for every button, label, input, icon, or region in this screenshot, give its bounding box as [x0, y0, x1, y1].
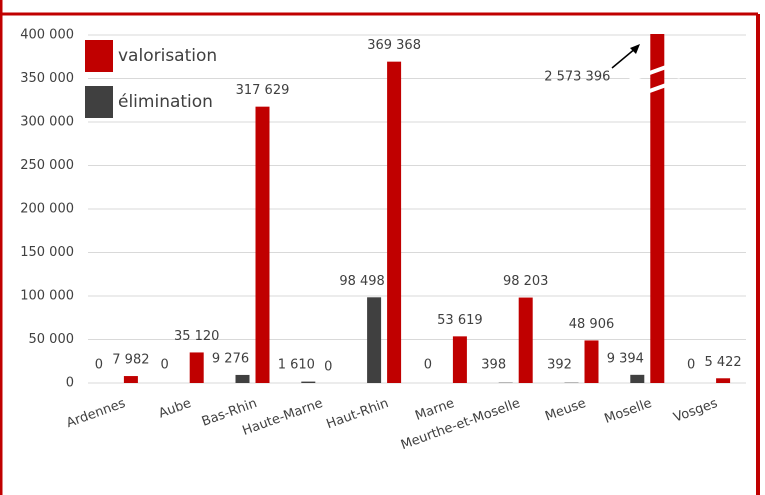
legend-label: élimination [118, 92, 213, 112]
data-label: 392 [547, 358, 572, 373]
bar [630, 374, 645, 383]
overlay [611, 44, 681, 100]
y-tick-label: 350 000 [20, 71, 74, 86]
data-label: 48 906 [569, 317, 615, 332]
bar [387, 61, 402, 383]
axis-break [629, 78, 681, 100]
y-tick-label: 250 000 [20, 158, 74, 173]
bar [123, 376, 138, 383]
data-label: 2 573 396 [544, 70, 610, 85]
bar [716, 378, 731, 383]
bar [452, 336, 467, 383]
data-label: 5 422 [704, 355, 741, 370]
arrow-head [630, 44, 640, 54]
data-label: 98 498 [339, 274, 385, 289]
data-label: 398 [481, 358, 506, 373]
data-label: 0 [424, 358, 432, 373]
data-label: 369 368 [367, 38, 421, 53]
data-label: 9 276 [212, 351, 249, 366]
y-tick-label: 0 [66, 376, 74, 391]
legend-swatch [85, 40, 113, 72]
bar [584, 340, 599, 383]
bar [189, 352, 204, 383]
data-label: 317 629 [236, 83, 290, 98]
y-tick-label: 400 000 [20, 28, 74, 43]
data-label: 0 [161, 358, 169, 373]
bar [235, 374, 250, 383]
y-tick-label: 150 000 [20, 245, 74, 260]
annotation-arrow [611, 47, 637, 69]
data-label: 0 [324, 360, 332, 375]
axis-break [629, 60, 681, 82]
y-tick-label: 200 000 [20, 202, 74, 217]
data-label: 98 203 [503, 274, 549, 289]
legend-label: valorisation [118, 46, 217, 66]
data-label: 35 120 [174, 329, 220, 344]
data-label: 53 619 [437, 313, 483, 328]
data-label: 1 610 [278, 358, 315, 373]
bar [518, 297, 533, 383]
bars [123, 34, 731, 383]
bar [255, 106, 270, 383]
y-tick-label: 300 000 [20, 115, 74, 130]
bar [367, 297, 382, 383]
data-label: 0 [687, 358, 695, 373]
y-tick-label: 50 000 [29, 332, 75, 347]
data-label: 9 394 [607, 351, 644, 366]
y-tick-label: 100 000 [20, 289, 74, 304]
bar [301, 381, 316, 383]
bar [650, 34, 665, 383]
data-label: 7 982 [112, 353, 149, 368]
legend-swatch [85, 86, 113, 118]
data-label: 0 [95, 358, 103, 373]
